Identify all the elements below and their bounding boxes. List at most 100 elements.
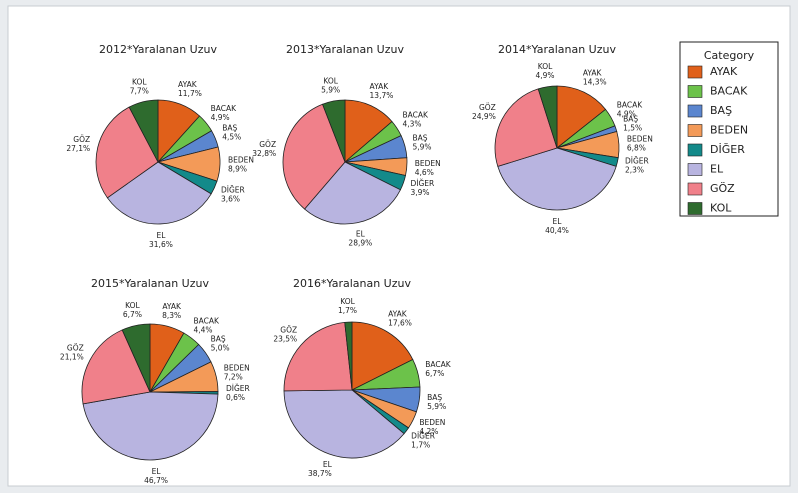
- pie-slice: [351, 321, 414, 391]
- slice-name: DİĞER: [226, 384, 250, 393]
- slice-value: 6,8%: [627, 144, 646, 153]
- slice-value: 4,9%: [617, 109, 636, 118]
- slice-value: 23,5%: [273, 334, 297, 343]
- legend-label: DİĞER: [710, 143, 745, 156]
- slice-value: 3,9%: [410, 188, 429, 197]
- slice-value: 5,9%: [412, 142, 431, 151]
- pie-slice: [344, 321, 353, 391]
- slice-value: 4,2%: [419, 427, 438, 436]
- slice-name: AYAK: [583, 69, 603, 78]
- slice-value: 1,7%: [338, 306, 357, 315]
- slice-value: 31,6%: [149, 240, 173, 249]
- slice-value: 32,8%: [252, 149, 276, 158]
- slice-value: 1,7%: [411, 440, 430, 449]
- slice-name: BAŞ: [427, 393, 442, 402]
- legend-swatch: [687, 143, 703, 157]
- slice-name: KOL: [125, 301, 140, 310]
- slice-name: BAŞ: [211, 334, 226, 343]
- slice-name: DİĞER: [221, 185, 245, 194]
- slice-name: EL: [553, 217, 563, 226]
- pie-slice: [494, 88, 558, 167]
- slice-value: 40,4%: [545, 226, 569, 235]
- legend-swatch: [687, 124, 703, 137]
- legend-swatch: [687, 65, 703, 79]
- slice-name: KOL: [538, 62, 553, 71]
- pie-slice: [283, 321, 353, 392]
- legend-swatch: [687, 202, 703, 215]
- slice-value: 46,7%: [144, 476, 168, 485]
- slice-value: 7,2%: [224, 373, 243, 382]
- pie-slice: [344, 99, 393, 163]
- slice-name: KOL: [323, 76, 338, 85]
- pie-slice: [556, 85, 607, 149]
- pie-slice: [322, 99, 346, 163]
- slice-value: 4,9%: [536, 71, 555, 80]
- legend-swatch: [687, 163, 703, 176]
- slice-name: DİĞER: [410, 179, 434, 188]
- slice-name: EL: [156, 231, 166, 240]
- slice-value: 14,3%: [583, 78, 607, 87]
- slice-value: 4,3%: [402, 120, 421, 129]
- legend-swatch: [687, 85, 703, 98]
- pie-slice: [282, 103, 346, 210]
- slice-name: EL: [323, 460, 333, 469]
- pie-title: 2012*Yaralanan Uzuv: [99, 43, 217, 56]
- legend-label: AYAK: [710, 65, 738, 78]
- slice-name: KOL: [340, 297, 355, 306]
- slice-name: BACAK: [211, 104, 238, 113]
- slice-value: 5,9%: [427, 402, 446, 411]
- slice-value: 8,9%: [228, 165, 247, 174]
- legend-label: BAŞ: [710, 104, 732, 117]
- pie-title: 2015*Yaralanan Uzuv: [91, 277, 209, 290]
- slice-value: 4,9%: [211, 113, 230, 122]
- slice-name: BACAK: [402, 111, 429, 120]
- slice-value: 38,7%: [308, 469, 332, 478]
- pie-slice: [106, 161, 212, 225]
- slice-value: 3,6%: [221, 194, 240, 203]
- slice-name: BAŞ: [222, 124, 237, 133]
- slice-name: BACAK: [617, 100, 644, 109]
- slice-name: BAŞ: [623, 115, 638, 124]
- pie-slice: [537, 85, 558, 149]
- legend-swatch: [687, 182, 703, 196]
- slice-name: AYAK: [388, 310, 408, 319]
- slice-value: 5,0%: [211, 343, 230, 352]
- legend-swatch: [687, 104, 703, 118]
- slice-name: DİĞER: [411, 431, 435, 440]
- slice-name: EL: [356, 229, 366, 238]
- slice-value: 1,5%: [623, 124, 642, 133]
- slice-name: BEDEN: [228, 156, 254, 165]
- pie-slice: [82, 391, 219, 461]
- slice-name: BAŞ: [412, 133, 427, 142]
- slice-name: BACAK: [193, 317, 220, 326]
- slice-value: 6,7%: [425, 369, 444, 378]
- slice-name: KOL: [132, 77, 147, 86]
- slice-name: AYAK: [178, 80, 198, 89]
- slice-name: BEDEN: [415, 159, 441, 168]
- slice-name: DİĞER: [625, 157, 649, 166]
- slice-value: 2,3%: [625, 166, 644, 175]
- slice-value: 5,9%: [321, 85, 340, 94]
- legend-label: GÖZ: [710, 182, 735, 195]
- slice-value: 4,6%: [415, 168, 434, 177]
- slice-value: 4,5%: [222, 133, 241, 142]
- pie-slice: [95, 106, 159, 199]
- pie-title: 2013*Yaralanan Uzuv: [286, 43, 404, 56]
- pie-slice: [304, 161, 401, 225]
- slice-value: 4,4%: [193, 326, 212, 335]
- slice-name: GÖZ: [73, 135, 90, 144]
- slice-name: BEDEN: [224, 364, 250, 373]
- slice-name: BACAK: [425, 360, 452, 369]
- slice-value: 8,3%: [162, 311, 181, 320]
- slice-value: 6,7%: [123, 310, 142, 319]
- pie-title: 2014*Yaralanan Uzuv: [498, 43, 616, 56]
- slice-name: GÖZ: [479, 103, 496, 112]
- slice-name: EL: [152, 467, 162, 476]
- slice-value: 0,6%: [226, 393, 245, 402]
- legend-label: EL: [710, 163, 724, 176]
- pie-title: 2016*Yaralanan Uzuv: [293, 277, 411, 290]
- slice-value: 21,1%: [60, 353, 84, 362]
- pie-slice: [81, 329, 151, 405]
- slice-value: 13,7%: [370, 91, 394, 100]
